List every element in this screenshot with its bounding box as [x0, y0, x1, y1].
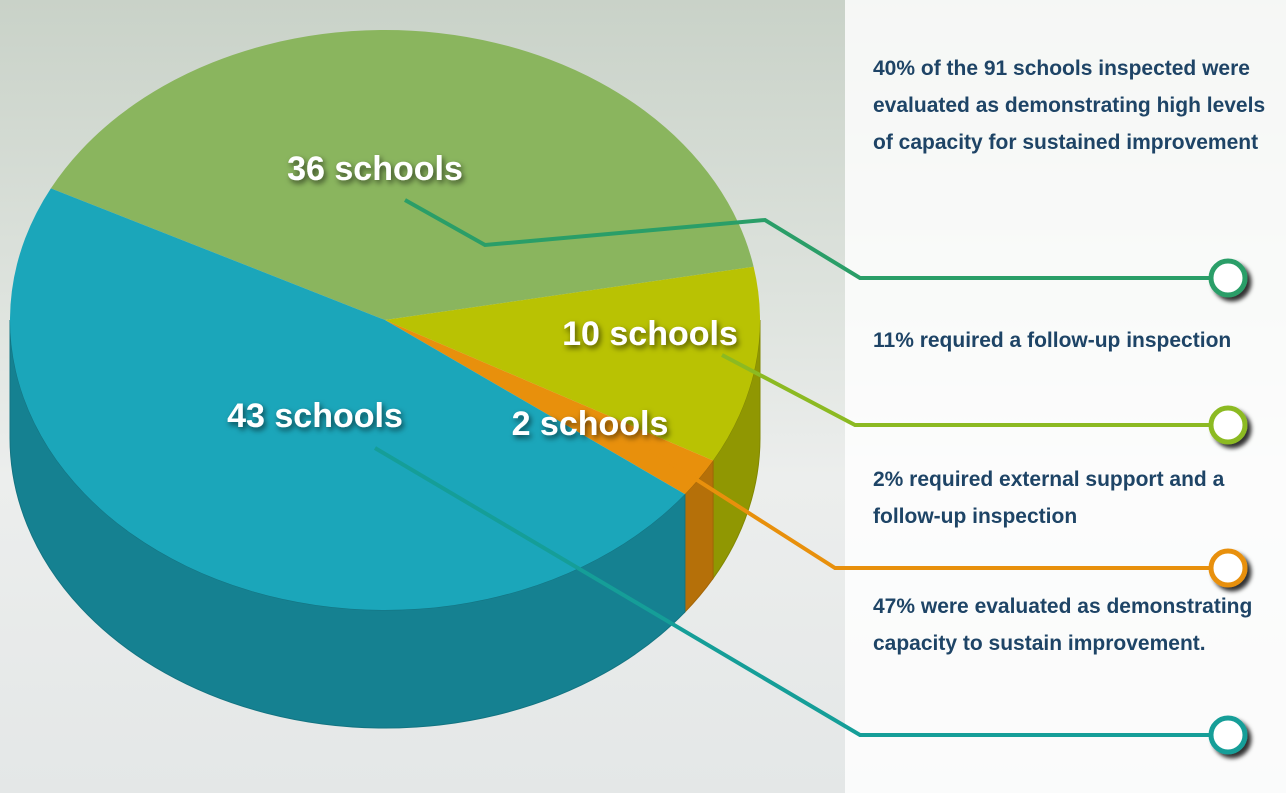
slice: [50, 30, 754, 320]
connector: [1208, 405, 1248, 445]
value-label: 10 schools: [562, 315, 738, 353]
overlay: 36 schools 10 schools 2 schools 43 schools: [227, 150, 1248, 755]
leader-line: [404, 198, 1228, 280]
value-label: 36 schools: [287, 150, 463, 188]
value-label: 43 schools: [227, 397, 403, 435]
leader-line: [721, 353, 1228, 427]
slice: [10, 188, 685, 610]
value-label: 2 schools: [512, 405, 669, 443]
annotation: 40% of the 91 schools inspected were eva…: [873, 57, 1266, 154]
connector: [1208, 715, 1248, 755]
annotation: 47% were evaluated as demonstrating capa…: [873, 595, 1253, 655]
leader-line: [648, 448, 1228, 570]
pie: [9, 30, 761, 729]
notes-panel: [845, 0, 1286, 793]
connector: [1208, 548, 1248, 588]
slice: [385, 320, 714, 495]
annotation: 2% required external support and a follo…: [873, 468, 1225, 528]
leader-line: [373, 446, 1228, 737]
connector: [1208, 258, 1248, 298]
annotation: 11% required a follow-up inspection: [873, 329, 1232, 352]
slice: [385, 266, 760, 461]
